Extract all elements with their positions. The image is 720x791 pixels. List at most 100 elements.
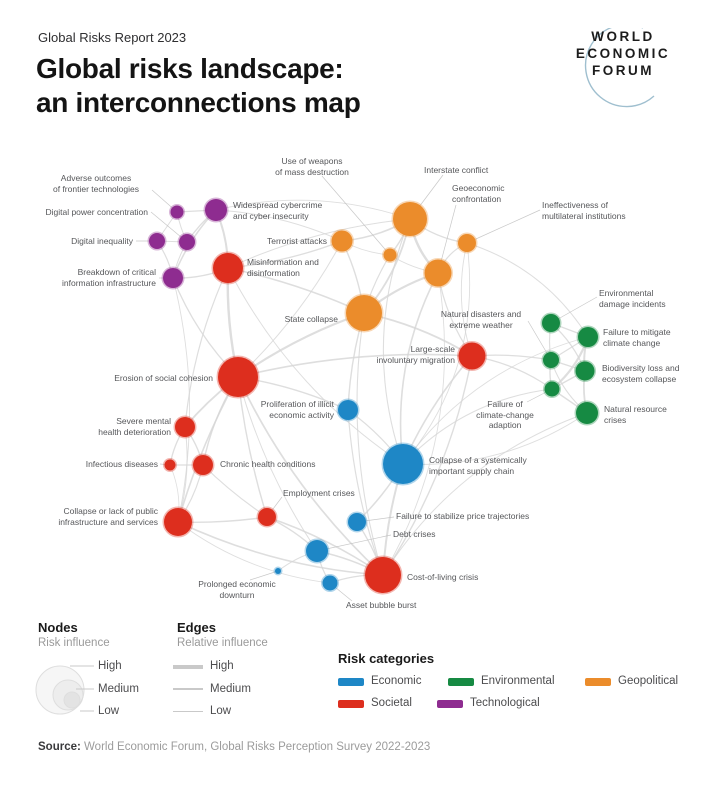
risk-label-S6: Chronic health conditions (220, 459, 316, 469)
risk-label-G5: Ineffectiveness of multilateral institut… (542, 200, 626, 221)
geopolitical-swatch-icon (585, 678, 611, 686)
risk-label-E1: Proliferation of illicit economic activi… (260, 399, 334, 420)
risk-node-T1 (169, 204, 185, 220)
risk-label-V6: Natural resource crises (604, 404, 667, 425)
risk-edge (402, 336, 589, 465)
risk-node-S4 (173, 415, 197, 439)
risk-node-S1 (211, 251, 245, 285)
legend-cat-economic: Economic (371, 675, 422, 687)
risk-label-T5: Breakdown of critical information infras… (61, 267, 156, 288)
risk-node-G4 (330, 229, 354, 253)
risk-edge (402, 388, 553, 465)
risk-label-S3: Large-scale involuntary migration (376, 344, 455, 365)
risk-label-E2: Collapse of a systemically important sup… (429, 455, 527, 476)
wef-logo-swoosh-icon (584, 28, 655, 108)
risk-label-V5: Failure of climate-change adaption (476, 399, 534, 430)
risk-edge (227, 218, 411, 269)
risk-node-T2 (203, 197, 229, 223)
legend-edges-title: Edges (177, 620, 217, 635)
legend-edges-subtitle: Relative influence (177, 637, 268, 649)
risk-edge (382, 355, 473, 576)
node-size-legend-icon (35, 665, 94, 715)
risk-edge (237, 376, 384, 576)
risk-edge (237, 353, 473, 378)
legend-edge-high: High (210, 660, 234, 672)
risk-edge (402, 242, 471, 465)
risk-edge (382, 412, 588, 576)
risk-node-G5 (456, 232, 478, 254)
label-leader-line (249, 570, 279, 581)
legend-cat-societal: Societal (371, 697, 412, 709)
risk-edge (227, 267, 404, 465)
risk-label-E3: Failure to stabilize price trajectories (396, 511, 530, 521)
legend-node-high: High (98, 660, 122, 672)
wef-logo-line2: ECONOMIC (575, 46, 671, 61)
risk-label-T2: Widespread cybercrime and cyber insecuri… (233, 200, 323, 221)
environmental-swatch-icon (448, 678, 474, 686)
risk-label-S4: Severe mental health deterioration (98, 416, 171, 437)
risk-label-V2: Failure to mitigate climate change (603, 327, 671, 348)
risk-edge (172, 277, 191, 523)
page-title: Global risks landscape: an interconnectio… (36, 52, 361, 120)
risk-edge (215, 199, 411, 220)
wef-logo-line3: FORUM (592, 63, 654, 78)
risk-node-G2 (391, 200, 429, 238)
risk-label-S9: Cost-of-living crisis (407, 572, 479, 582)
risk-label-V4: Biodiversity loss and ecosystem collapse (602, 363, 680, 384)
risk-label-T1: Adverse outcomes of frontier technologie… (53, 173, 139, 194)
technological-swatch-icon (437, 700, 463, 708)
risk-edge (177, 521, 384, 576)
risk-edge (184, 267, 229, 428)
risk-label-S1: Misinformation and disinformation (247, 257, 319, 278)
risk-label-G6: State collapse (284, 314, 338, 324)
risk-node-S6 (191, 453, 215, 477)
risk-edge (382, 272, 445, 576)
risk-label-E6: Asset bubble burst (346, 600, 417, 610)
risk-label-S2: Erosion of social cohesion (114, 373, 213, 383)
risk-node-S3 (457, 341, 487, 371)
risk-edge (402, 412, 588, 465)
risk-label-G2: Interstate conflict (424, 165, 489, 175)
risk-node-S2 (216, 355, 260, 399)
label-leader-line (466, 209, 541, 244)
legend-cat-geopolitical: Geopolitical (618, 675, 679, 687)
legend-nodes-title: Nodes (38, 620, 78, 635)
economic-swatch-icon (338, 678, 364, 686)
risk-edge (215, 209, 343, 242)
risk-label-G1: Use of weapons of mass destruction (275, 156, 349, 177)
edge-weight-medium-icon (173, 688, 203, 690)
risk-edge (460, 242, 473, 357)
risk-label-S7: Collapse or lack of public infrastructur… (58, 506, 158, 527)
risk-node-V1 (540, 312, 562, 334)
risk-node-V3 (541, 350, 561, 370)
risk-node-T3 (177, 232, 197, 252)
source-prefix: Source: (38, 741, 81, 753)
risk-node-G6 (344, 293, 384, 333)
page-title-line1: Global risks landscape: (36, 53, 344, 84)
legend-cat-environmental: Environmental (481, 675, 555, 687)
risk-label-T4: Digital inequality (71, 236, 133, 246)
risk-node-E4 (304, 538, 330, 564)
risk-edge (356, 312, 384, 576)
legend-node-medium: Medium (98, 683, 139, 695)
risk-node-V4 (574, 360, 596, 382)
edge-weight-high-icon (173, 665, 203, 669)
risk-node-G3 (423, 258, 453, 288)
risk-node-E2 (381, 442, 425, 486)
risk-node-S9 (363, 555, 403, 595)
risk-edge (177, 521, 331, 584)
risk-node-S8 (256, 506, 278, 528)
risk-edge (466, 242, 589, 338)
risk-label-S8: Employment crises (283, 488, 355, 498)
risk-node-E1 (336, 398, 360, 422)
risk-node-E6 (321, 574, 339, 592)
risk-node-G1 (382, 247, 398, 263)
risk-label-T3: Digital power concentration (45, 207, 148, 217)
risk-node-V2 (576, 325, 600, 349)
risk-label-E4: Debt crises (393, 529, 436, 539)
risk-node-S5 (163, 458, 177, 472)
risk-node-T4 (147, 231, 167, 251)
